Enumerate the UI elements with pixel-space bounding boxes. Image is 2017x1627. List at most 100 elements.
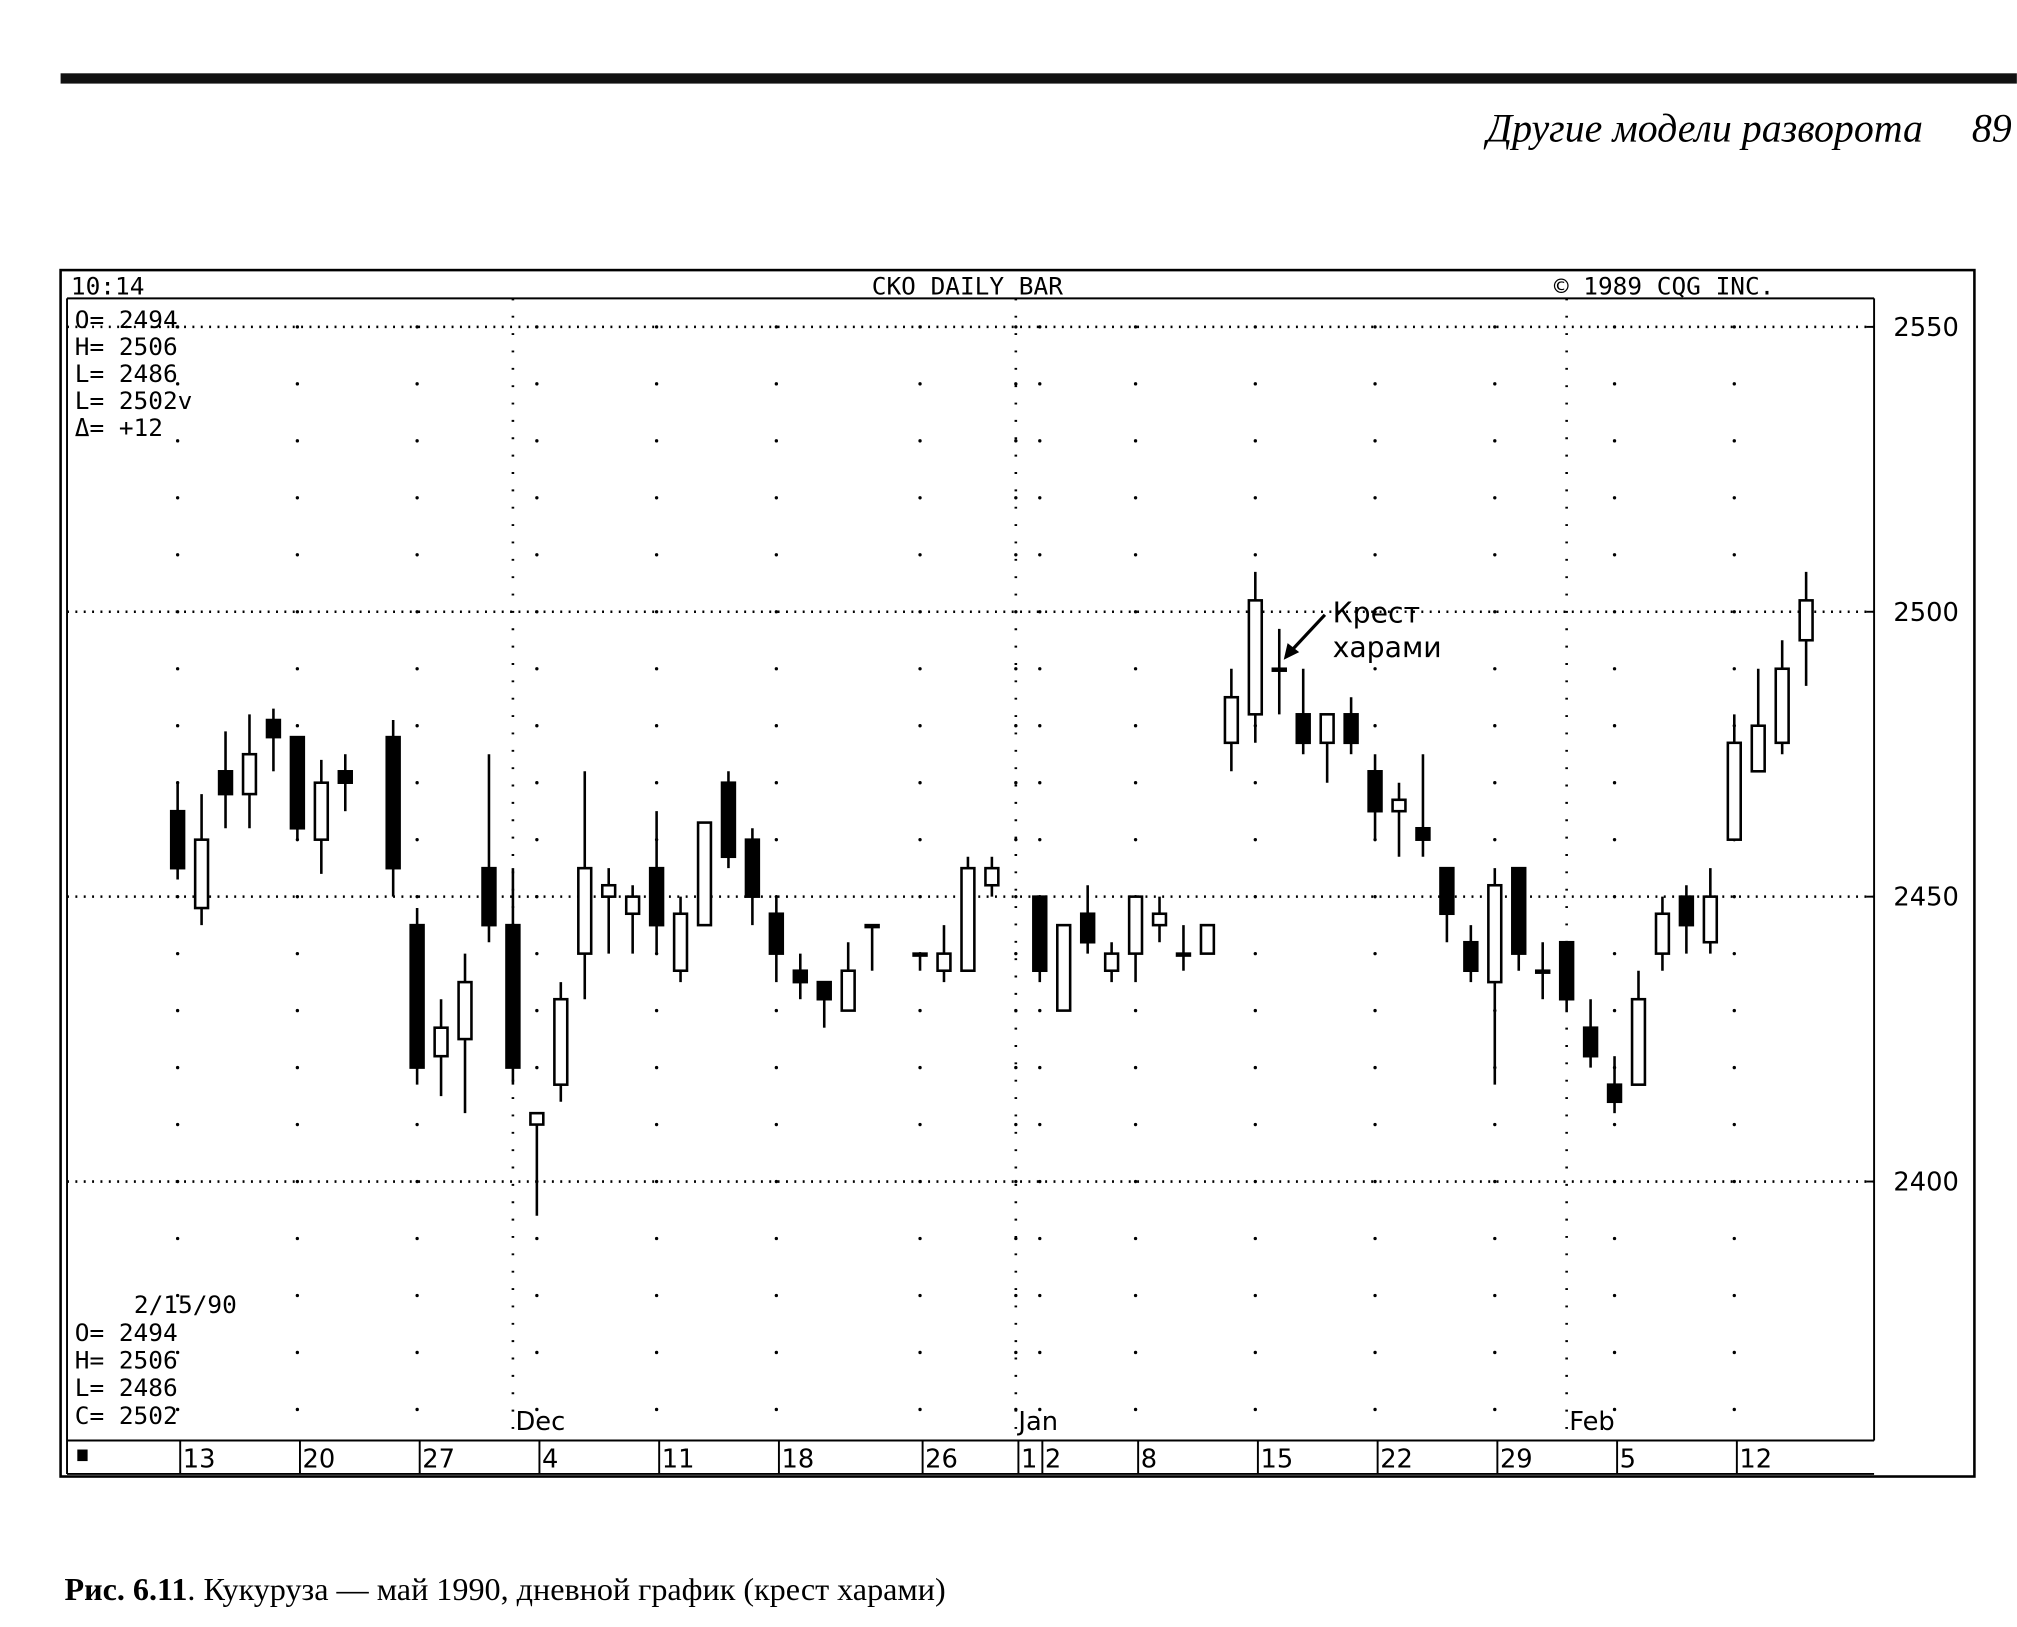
grid-dot bbox=[918, 1179, 922, 1184]
x-tick-label: 26 bbox=[925, 1445, 958, 1475]
grid-dot bbox=[1612, 325, 1617, 329]
candle-body bbox=[1271, 667, 1287, 672]
info-line: H= 2506 bbox=[75, 332, 178, 361]
grid-dot bbox=[295, 1293, 300, 1298]
grid-dot bbox=[1133, 1122, 1138, 1127]
grid-dot bbox=[1732, 1065, 1736, 1070]
candle-body bbox=[1726, 741, 1743, 841]
grid-dot bbox=[1732, 1350, 1736, 1355]
grid-dot bbox=[1373, 1407, 1377, 1412]
grid-dot bbox=[1038, 553, 1042, 557]
grid-dot bbox=[415, 439, 419, 443]
grid-dot bbox=[654, 553, 659, 557]
grid-dot bbox=[918, 724, 922, 728]
candle-body bbox=[505, 923, 521, 1069]
grid-dot bbox=[535, 496, 539, 500]
grid-dot bbox=[175, 1122, 180, 1127]
grid-dot bbox=[1612, 553, 1617, 557]
grid-dot bbox=[654, 1179, 659, 1184]
candle-body bbox=[577, 866, 593, 955]
grid-dot bbox=[1133, 838, 1138, 842]
candle-body bbox=[672, 912, 689, 973]
grid-dot bbox=[774, 553, 779, 557]
grid-dot bbox=[1253, 1293, 1257, 1298]
grid-dot bbox=[295, 1179, 300, 1184]
candle-body bbox=[1582, 1026, 1599, 1058]
grid-dot bbox=[654, 667, 659, 671]
x-tick-label: 5 bbox=[1620, 1445, 1636, 1475]
grid-dot bbox=[1038, 496, 1042, 500]
grid-dot bbox=[774, 838, 779, 842]
grid-dot bbox=[1373, 610, 1377, 614]
grid-dot bbox=[1732, 1008, 1736, 1013]
grid-dot bbox=[1373, 496, 1377, 500]
grid-dot bbox=[918, 894, 922, 899]
grid-dot bbox=[1493, 1350, 1497, 1355]
grid-dot bbox=[1373, 951, 1377, 956]
grid-dot bbox=[1133, 1065, 1138, 1070]
grid-dot bbox=[175, 667, 180, 671]
grid-dot bbox=[295, 1122, 300, 1127]
grid-dot bbox=[774, 439, 779, 443]
grid-dot bbox=[918, 1065, 922, 1070]
x-tick-label: 2 bbox=[1045, 1445, 1061, 1475]
grid-dot bbox=[654, 781, 659, 785]
grid-dot bbox=[1612, 610, 1617, 614]
grid-dot bbox=[1133, 1179, 1138, 1184]
grid-dot bbox=[1038, 1122, 1042, 1127]
grid-dot bbox=[654, 325, 659, 329]
grid-dot bbox=[1493, 724, 1497, 728]
grid-dot bbox=[175, 496, 180, 500]
candle-body bbox=[289, 735, 306, 830]
grid-dot bbox=[415, 894, 419, 899]
grid-dot bbox=[654, 1008, 659, 1013]
candle-body bbox=[1511, 866, 1527, 955]
axis-marker bbox=[77, 1449, 88, 1462]
header-rule bbox=[60, 73, 2017, 84]
grid-dot bbox=[415, 1293, 419, 1298]
caption-label: Рис. 6.11 bbox=[64, 1571, 187, 1607]
grid-dot bbox=[1038, 1350, 1042, 1355]
grid-dot bbox=[175, 382, 180, 386]
grid-dot bbox=[918, 781, 922, 785]
grid-dot bbox=[1133, 781, 1138, 785]
grid-dot bbox=[175, 894, 180, 899]
grid-dot bbox=[1612, 781, 1617, 785]
grid-dot bbox=[1732, 1236, 1736, 1241]
grid-dot bbox=[654, 1065, 659, 1070]
grid-dot bbox=[1014, 325, 1018, 329]
month-label: Feb bbox=[1569, 1407, 1615, 1437]
candle-body bbox=[792, 969, 809, 984]
candle-body bbox=[1295, 713, 1311, 745]
candle-body bbox=[1415, 826, 1431, 841]
grid-dot bbox=[1493, 1179, 1497, 1184]
grid-dot bbox=[535, 838, 539, 842]
grid-dot bbox=[918, 667, 922, 671]
x-tick-label: 12 bbox=[1739, 1445, 1772, 1475]
candle-body bbox=[1199, 923, 1216, 955]
grid-dot bbox=[1038, 1179, 1042, 1184]
grid-dot bbox=[1732, 951, 1736, 956]
grid-dot bbox=[1038, 610, 1042, 614]
grid-dot bbox=[1014, 781, 1018, 785]
grid-dot bbox=[1732, 553, 1736, 557]
grid-dot bbox=[1612, 496, 1617, 500]
grid-dot bbox=[774, 1008, 779, 1013]
candle-body bbox=[1223, 695, 1240, 745]
grid-dot bbox=[415, 1122, 419, 1127]
grid-dot bbox=[415, 1350, 419, 1355]
info-line: 2/15/90 bbox=[134, 1290, 237, 1319]
grid-dot bbox=[175, 1179, 180, 1184]
info-line: Δ= +12 bbox=[75, 413, 163, 442]
grid-dot bbox=[1612, 1122, 1617, 1127]
annotation: харами bbox=[1333, 631, 1442, 664]
grid-dot bbox=[1373, 1350, 1377, 1355]
info-line: L= 2486 bbox=[75, 359, 178, 388]
grid-dot bbox=[535, 1008, 539, 1013]
candle-body bbox=[1678, 895, 1695, 927]
grid-dot bbox=[1253, 325, 1257, 329]
grid-dot bbox=[774, 1236, 779, 1241]
candle-body bbox=[553, 997, 569, 1086]
grid-dot bbox=[415, 496, 419, 500]
grid-dot bbox=[654, 1293, 659, 1298]
